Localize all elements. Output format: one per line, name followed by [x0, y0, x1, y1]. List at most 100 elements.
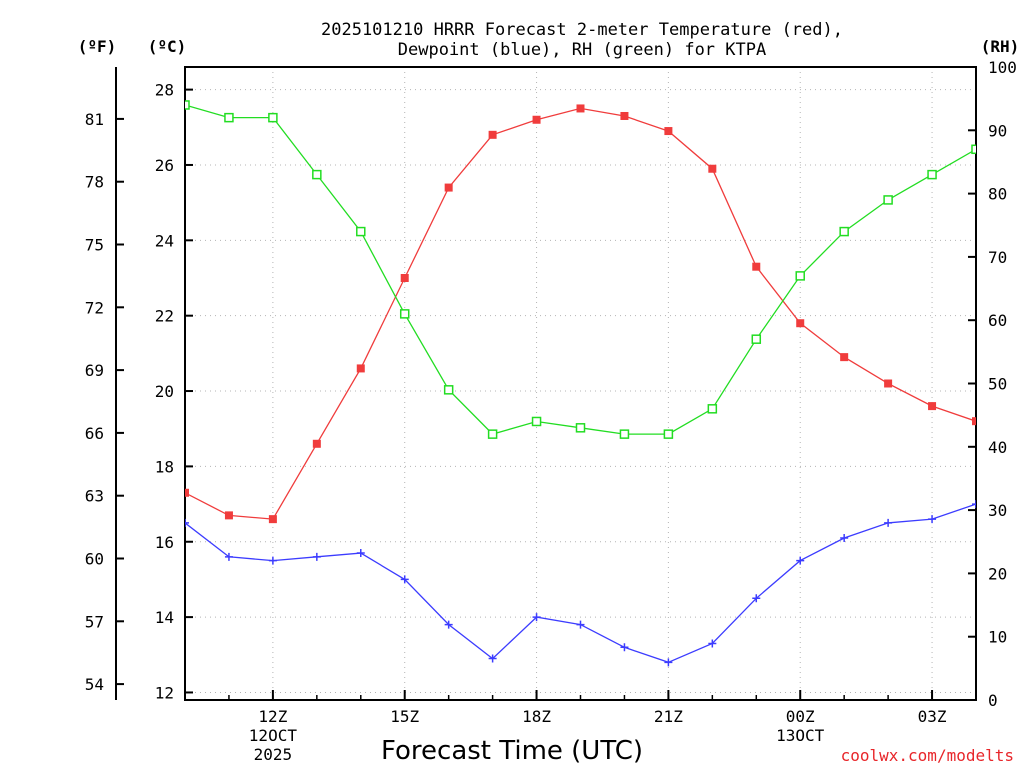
celsius-tick-label: 16: [155, 533, 174, 552]
dewpoint-point: [400, 575, 409, 584]
series-line-dewpoint: [185, 503, 976, 663]
dewpoint-point: [752, 594, 761, 603]
rh-tick-label: 80: [988, 185, 1007, 204]
rh-tick-label: 60: [988, 311, 1007, 330]
rh-tick-label: 100: [988, 58, 1017, 77]
rh-point: [883, 195, 893, 205]
fahrenheit-tick-label: 63: [85, 487, 104, 506]
dewpoint-point: [185, 518, 189, 527]
rh-point: [971, 144, 976, 155]
rh-point: [927, 169, 937, 180]
rh-tick-label: 10: [988, 628, 1007, 647]
fahrenheit-tick-label: 78: [85, 173, 104, 192]
series-line-temperature: [185, 107, 976, 520]
rh-point: [185, 100, 190, 110]
temperature-point: [268, 515, 277, 524]
x-tick-label: 18Z: [522, 707, 551, 726]
dewpoint-point: [972, 500, 976, 509]
rh-point: [224, 112, 234, 123]
celsius-tick-label: 26: [155, 156, 174, 175]
axes: 54 57 60 63 66 69 72 75 78 81 12 14 16 18 20 22 24 26 28 0 1…: [85, 58, 1017, 764]
series-temperature: [185, 104, 976, 524]
rh-point: [663, 429, 674, 439]
x-tick-label: 21Z: [654, 707, 683, 726]
rh-tick-label: 30: [988, 501, 1007, 520]
rh-unit-label: (RH): [981, 37, 1020, 56]
dewpoint-point: [532, 613, 541, 622]
fahrenheit-tick-label: 75: [85, 236, 104, 255]
rh-point: [531, 416, 542, 427]
dewpoint-point: [664, 658, 673, 667]
temperature-point: [224, 511, 233, 520]
credit-link[interactable]: coolwx.com/modelts: [841, 746, 1014, 765]
rh-tick-label: 40: [988, 438, 1007, 457]
celsius-tick-label: 20: [155, 382, 174, 401]
series-line-rh: [185, 104, 976, 435]
dewpoint-point: [840, 533, 849, 542]
temperature-point: [576, 104, 585, 113]
temperature-point: [185, 488, 189, 497]
rh-point: [751, 334, 762, 344]
fahrenheit-tick-label: 57: [85, 612, 104, 631]
rh-point: [312, 169, 322, 180]
fahrenheit-tick-label: 69: [85, 361, 104, 380]
celsius-tick-label: 18: [155, 457, 174, 476]
rh-tick-label: 50: [988, 375, 1007, 394]
chart-title-line2: Dewpoint (blue), RH (green) for KTPA: [398, 40, 766, 60]
dewpoint-point: [488, 654, 497, 663]
rh-point: [443, 385, 454, 395]
x-tick-label: 13OCT: [776, 726, 825, 745]
x-tick-label: 00Z: [786, 707, 815, 726]
rh-point: [619, 429, 630, 439]
rh-point: [575, 423, 586, 433]
temperature-point: [620, 111, 629, 120]
temperature-point: [708, 164, 717, 173]
celsius-tick-label: 22: [155, 307, 174, 326]
dewpoint-point: [708, 639, 717, 648]
dewpoint-point: [928, 515, 937, 524]
dewpoint-point: [444, 620, 453, 629]
temperature-point: [972, 417, 976, 426]
rh-tick-label: 20: [988, 564, 1007, 583]
celsius-tick-label: 12: [155, 683, 174, 702]
temperature-point: [488, 130, 497, 139]
rh-point: [707, 404, 718, 414]
celsius-tick-label: 24: [155, 231, 174, 250]
fahrenheit-tick-label: 60: [85, 549, 104, 568]
fahrenheit-tick-label: 81: [85, 110, 104, 129]
dewpoint-point: [268, 556, 277, 565]
temperature-point: [312, 439, 321, 448]
rh-tick-label: 90: [988, 121, 1007, 140]
celsius-tick-label: 14: [155, 608, 174, 627]
dewpoint-point: [796, 556, 805, 565]
dewpoint-point: [224, 552, 233, 561]
rh-point: [487, 429, 498, 439]
rh-point: [795, 271, 805, 281]
rh-point: [356, 226, 366, 237]
temperature-point: [444, 183, 453, 192]
x-tick-label: 03Z: [918, 707, 947, 726]
series-dewpoint: [185, 500, 976, 667]
data-series: [185, 100, 976, 667]
grid-lines: [185, 67, 976, 700]
rh-tick-label: 70: [988, 248, 1007, 267]
plot-frame: [184, 66, 977, 701]
fahrenheit-tick-label: 54: [85, 675, 104, 694]
dewpoint-point: [620, 643, 629, 652]
rh-tick-label: 0: [988, 691, 998, 710]
temperature-point: [796, 319, 805, 328]
x-tick-label: 12Z: [258, 707, 287, 726]
dewpoint-point: [356, 549, 365, 558]
fahrenheit-tick-label: 66: [85, 424, 104, 443]
series-rh: [185, 100, 976, 439]
x-tick-label: 2025: [254, 745, 293, 764]
temperature-point: [840, 353, 849, 362]
rh-point: [399, 309, 410, 319]
temperature-point: [884, 379, 893, 388]
temperature-point: [356, 364, 365, 373]
x-tick-label: 12OCT: [249, 726, 298, 745]
x-axis-label: Forecast Time (UTC): [381, 736, 643, 766]
chart-title-line1: 2025101210 HRRR Forecast 2-meter Tempera…: [321, 20, 843, 40]
temperature-point: [664, 127, 673, 136]
